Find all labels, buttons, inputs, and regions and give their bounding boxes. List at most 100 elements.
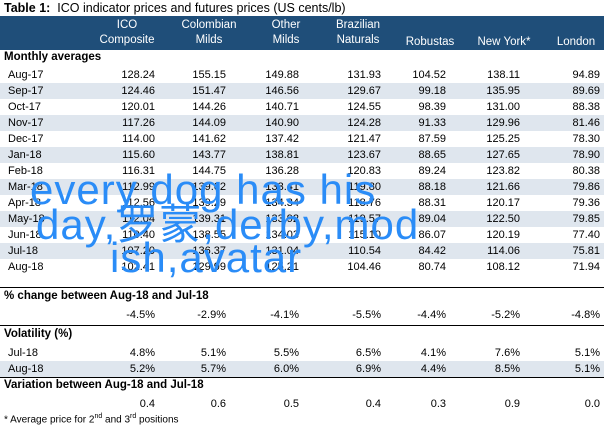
table-cell: 140.71 xyxy=(265,101,299,113)
table-cell: 155.15 xyxy=(192,69,226,81)
table-cell: 79.36 xyxy=(572,197,600,209)
table-row: Jan-18 115.60 143.77 138.81 123.67 88.65 127.6… xyxy=(0,147,604,163)
section-volatility: Volatility (%) xyxy=(4,328,73,340)
row-label: Jul-18 xyxy=(8,245,38,257)
table-cell: 104.46 xyxy=(347,261,381,273)
header-line: London xyxy=(556,36,596,48)
table-cell: 4.4% xyxy=(420,363,446,375)
header-line: Robustas xyxy=(405,36,455,48)
table-cell: 80.74 xyxy=(418,261,446,273)
table-cell: 79.85 xyxy=(572,213,600,225)
table-cell: 125.25 xyxy=(486,133,520,145)
table-cell: 141.62 xyxy=(192,133,226,145)
table-row: Oct-17 120.01 144.26 140.71 124.55 98.39 131.0… xyxy=(0,99,604,115)
table-cell: 110.40 xyxy=(122,229,155,241)
table-cell: 8.5% xyxy=(494,363,520,375)
table-row: Jul-18 4.8% 5.1% 5.5% 6.5% 4.1% 7.6% 5.1% xyxy=(0,345,604,361)
watermark-line-2: day,罗蒙,derby,mod xyxy=(36,201,420,248)
row-label: Mar-18 xyxy=(8,181,43,193)
table-cell: 88.31 xyxy=(418,197,446,209)
table-cell: 78.30 xyxy=(572,133,600,145)
divider xyxy=(0,287,604,288)
table-cell: 120.01 xyxy=(121,101,155,113)
table-cell: 5.2% xyxy=(129,363,155,375)
table-cell: 102.41 xyxy=(121,261,155,273)
header-new-york: New York* xyxy=(468,16,540,69)
table-cell: 114.00 xyxy=(122,133,155,145)
row-label: Aug-18 xyxy=(8,261,44,273)
table-title: Table 1: ICO indicator prices and future… xyxy=(4,0,346,16)
row-label: May-18 xyxy=(8,213,45,225)
header-robustas: Robustas xyxy=(400,16,460,69)
section-monthly-averages: Monthly averages xyxy=(4,51,102,63)
table-cell: 5.7% xyxy=(200,363,226,375)
row-label: Feb-18 xyxy=(8,165,43,177)
table-cell: 138.55 xyxy=(192,229,226,241)
table-cell: 133.92 xyxy=(265,213,299,225)
table-cell: 124.28 xyxy=(347,117,381,129)
table-cell: 134.03 xyxy=(265,229,299,241)
table-row: Jun-18 110.40 138.55 134.03 115.10 86.07 120.1… xyxy=(0,227,604,243)
header-london: London xyxy=(552,16,600,69)
header-other-milds: Other Milds xyxy=(256,16,316,52)
table-cell: 118.76 xyxy=(348,197,381,209)
table-cell: 138.81 xyxy=(265,149,299,161)
table-cell: 77.40 xyxy=(572,229,600,241)
row-label: Aug-18 xyxy=(8,363,44,375)
table-cell: 0.4 xyxy=(139,398,155,410)
watermark-line-1: every dog has his xyxy=(30,166,377,213)
table-cell: 131.04 xyxy=(265,245,299,257)
table-cell: 107.20 xyxy=(121,245,155,257)
table-row: -4.5% -2.9% -4.1% -5.5% -4.4% -5.2% -4.8% xyxy=(0,307,604,323)
table-cell: 0.5 xyxy=(283,398,299,410)
table-cell: 143.77 xyxy=(192,149,226,161)
table-cell: 5.5% xyxy=(273,347,299,359)
section-variation: Variation between Aug-18 and Jul-18 xyxy=(4,379,204,391)
table-cell: 0.0 xyxy=(584,398,600,410)
header-line: ICO xyxy=(116,19,138,31)
row-label: Apr-18 xyxy=(8,197,42,209)
header-brazilian-naturals: Brazilian Naturals xyxy=(326,16,390,52)
table-cell: 88.65 xyxy=(418,149,446,161)
table-title-text: ICO indicator prices and futures prices … xyxy=(57,1,346,15)
table-cell: 120.19 xyxy=(486,229,520,241)
table-cell: 127.65 xyxy=(486,149,520,161)
header-colombian-milds: Colombian Milds xyxy=(168,16,250,52)
table-cell: 146.56 xyxy=(265,85,299,97)
table-row: Aug-18 102.41 129.99 125.21 104.46 80.74 108.1… xyxy=(0,259,604,275)
watermark-line-3: ish,avatar xyxy=(110,234,303,281)
table-cell: 88.38 xyxy=(572,101,600,113)
table-cell: 115.10 xyxy=(348,229,381,241)
row-label: Jul-18 xyxy=(8,347,38,359)
table-cell: -2.9% xyxy=(197,309,226,321)
table-row: Dec-17 114.00 141.62 137.42 121.47 87.59 125.2… xyxy=(0,131,604,147)
table-cell: 112.04 xyxy=(122,213,155,225)
section-pct-change: % change between Aug-18 and Jul-18 xyxy=(4,290,209,302)
table-cell: 99.18 xyxy=(418,85,446,97)
table-cell: 119.80 xyxy=(348,181,381,193)
table-cell: 114.06 xyxy=(487,245,520,257)
footnote-sup: nd xyxy=(94,413,103,420)
table-cell: 139.62 xyxy=(192,181,226,193)
row-label: Dec-17 xyxy=(8,133,44,145)
footnote-part: and 3 xyxy=(102,414,131,426)
table-cell: 80.38 xyxy=(572,165,600,177)
table-cell: 117.26 xyxy=(122,117,155,129)
table-cell: 89.24 xyxy=(418,165,446,177)
table-header: ICO Composite Colombian Milds Other Mild… xyxy=(0,16,604,50)
table-cell: 134.34 xyxy=(265,197,299,209)
table-cell: 138.11 xyxy=(487,69,520,81)
table-cell: 129.67 xyxy=(347,85,381,97)
table-cell: 129.99 xyxy=(192,261,226,273)
table-cell: 128.24 xyxy=(121,69,155,81)
table-cell: -4.1% xyxy=(270,309,299,321)
header-ico-composite: ICO Composite xyxy=(92,16,162,52)
table-cell: 91.33 xyxy=(418,117,446,129)
row-label: Sep-17 xyxy=(8,85,44,97)
table-cell: 121.47 xyxy=(347,133,381,145)
table-cell: 112.99 xyxy=(122,181,155,193)
row-label: Nov-17 xyxy=(8,117,44,129)
table-cell: 131.00 xyxy=(486,101,520,113)
header-line: Other xyxy=(271,19,301,31)
table-cell: 6.0% xyxy=(273,363,299,375)
